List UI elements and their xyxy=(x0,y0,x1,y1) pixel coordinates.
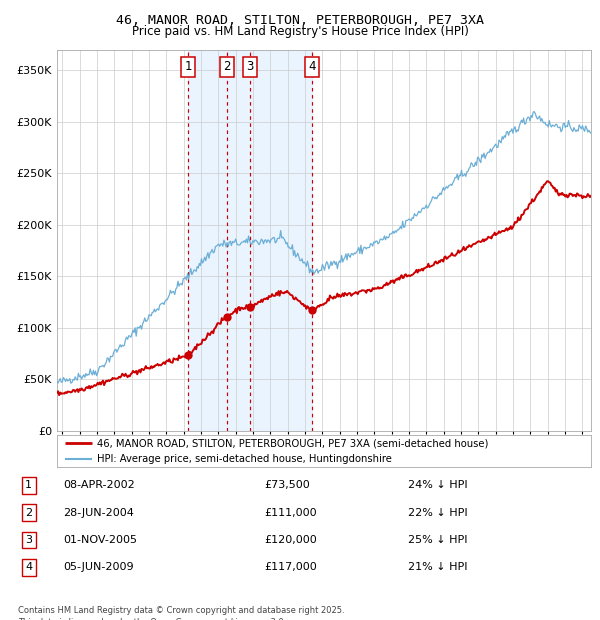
Text: 22% ↓ HPI: 22% ↓ HPI xyxy=(408,508,467,518)
Text: 2: 2 xyxy=(25,508,32,518)
Text: 08-APR-2002: 08-APR-2002 xyxy=(63,480,135,490)
Text: Contains HM Land Registry data © Crown copyright and database right 2025.
This d: Contains HM Land Registry data © Crown c… xyxy=(18,606,344,620)
Text: 46, MANOR ROAD, STILTON, PETERBOROUGH, PE7 3XA (semi-detached house): 46, MANOR ROAD, STILTON, PETERBOROUGH, P… xyxy=(97,438,488,448)
Text: 4: 4 xyxy=(308,60,316,73)
Text: 05-JUN-2009: 05-JUN-2009 xyxy=(63,562,134,572)
Text: 24% ↓ HPI: 24% ↓ HPI xyxy=(408,480,467,490)
Text: 3: 3 xyxy=(25,535,32,545)
Text: 01-NOV-2005: 01-NOV-2005 xyxy=(63,535,137,545)
Text: £73,500: £73,500 xyxy=(264,480,310,490)
Text: £117,000: £117,000 xyxy=(264,562,317,572)
Text: £111,000: £111,000 xyxy=(264,508,317,518)
Text: 1: 1 xyxy=(184,60,192,73)
Text: £120,000: £120,000 xyxy=(264,535,317,545)
Text: 21% ↓ HPI: 21% ↓ HPI xyxy=(408,562,467,572)
Text: 3: 3 xyxy=(246,60,254,73)
Text: Price paid vs. HM Land Registry's House Price Index (HPI): Price paid vs. HM Land Registry's House … xyxy=(131,25,469,38)
Text: 1: 1 xyxy=(25,480,32,490)
Text: 46, MANOR ROAD, STILTON, PETERBOROUGH, PE7 3XA: 46, MANOR ROAD, STILTON, PETERBOROUGH, P… xyxy=(116,14,484,27)
Text: HPI: Average price, semi-detached house, Huntingdonshire: HPI: Average price, semi-detached house,… xyxy=(97,454,392,464)
Bar xyxy=(188,50,312,431)
Text: 25% ↓ HPI: 25% ↓ HPI xyxy=(408,535,467,545)
Text: 2: 2 xyxy=(223,60,230,73)
Text: 4: 4 xyxy=(25,562,32,572)
Text: 28-JUN-2004: 28-JUN-2004 xyxy=(63,508,134,518)
